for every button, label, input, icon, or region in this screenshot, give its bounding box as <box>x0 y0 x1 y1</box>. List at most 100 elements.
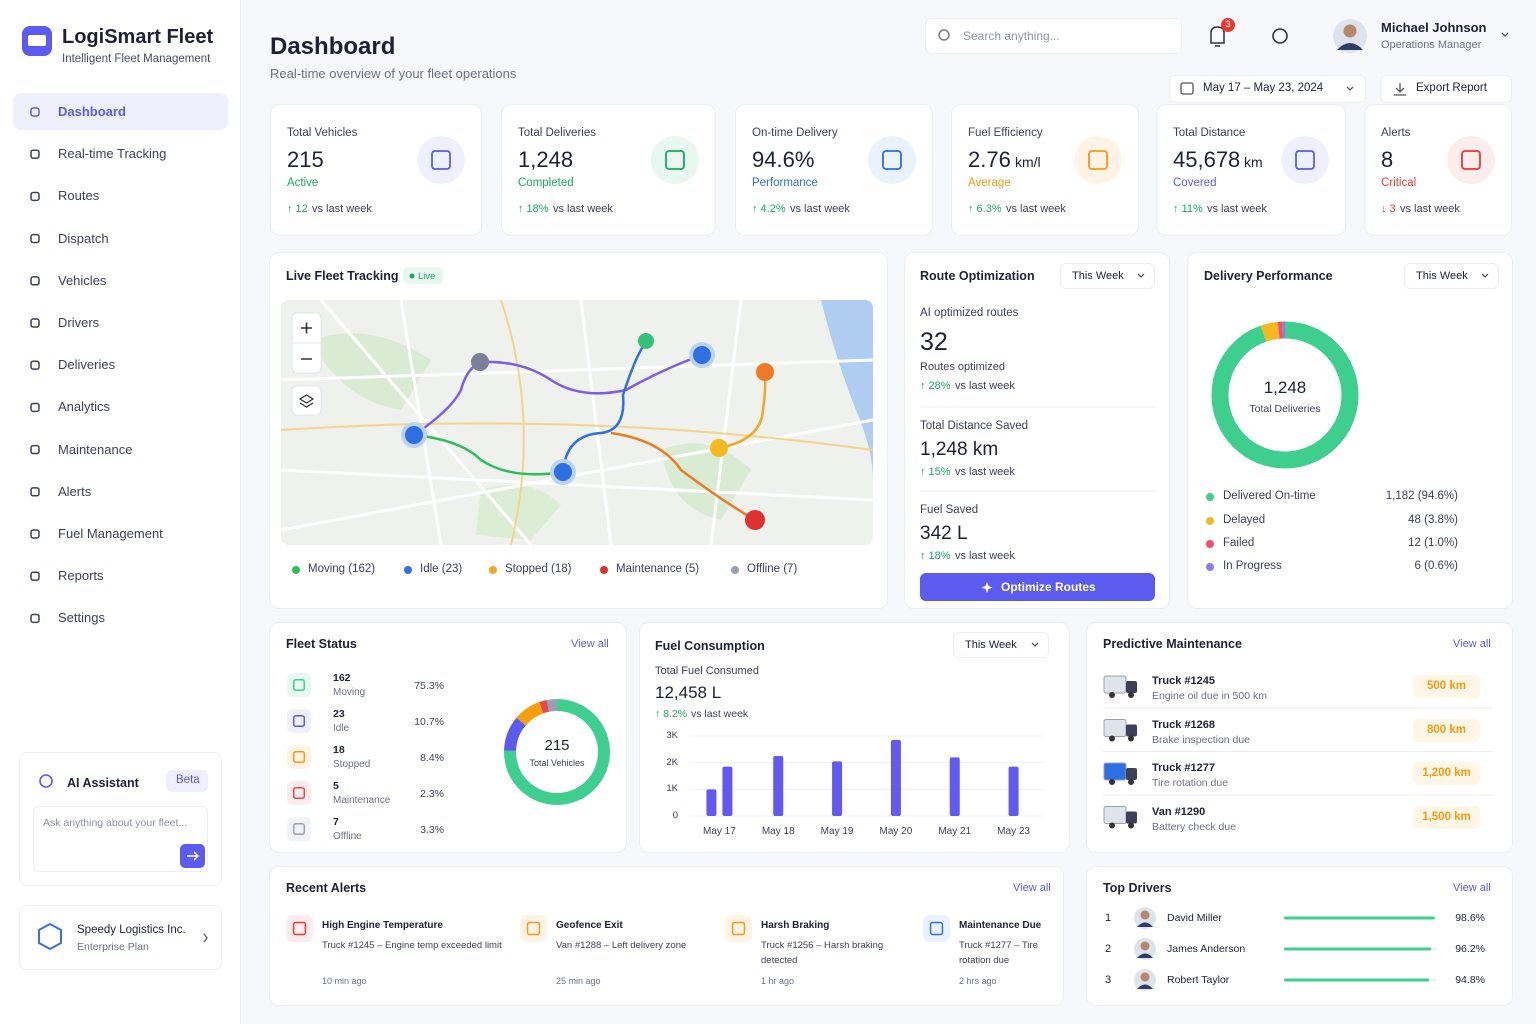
maintenance-name: Van #1290 <box>1152 805 1206 818</box>
org-card[interactable] <box>19 905 222 970</box>
status-share: 75.3% <box>414 680 444 692</box>
icon <box>30 191 40 202</box>
zoom-controls[interactable] <box>291 312 322 416</box>
nav-item[interactable]: Fuel Management <box>58 526 163 541</box>
bar <box>949 757 960 816</box>
wheel <box>1109 822 1115 829</box>
assistant-input[interactable] <box>33 806 208 872</box>
bar <box>722 766 733 816</box>
filter[interactable] <box>953 632 1049 658</box>
stat-label: Total Distance Saved <box>920 420 1029 432</box>
view-all[interactable]: View all <box>571 638 609 650</box>
progress-bar <box>1284 947 1432 951</box>
alert-detail: Truck #1256 – Harsh braking detected <box>761 940 884 966</box>
nav-item[interactable]: Real-time Tracking <box>58 146 167 162</box>
nav-item[interactable]: Dashboard <box>58 104 126 119</box>
status-name: Maintenance <box>333 795 391 806</box>
kpi-status: Critical <box>1381 177 1417 189</box>
fleet-title: Fleet Status <box>286 637 357 651</box>
kpi-icon-bg <box>1447 136 1495 184</box>
nav-item[interactable]: Reports <box>58 568 104 584</box>
y-tick-label: 2K <box>666 756 678 768</box>
y-tick-label: 0 <box>672 810 678 821</box>
user-name: Michael Johnson <box>1381 20 1487 35</box>
assistant-placeholder: Ask anything about your fleet... <box>43 817 188 829</box>
icon <box>30 318 40 328</box>
view-all[interactable]: View all <box>1453 638 1491 650</box>
icon <box>30 487 40 497</box>
truck-cab <box>1126 811 1137 824</box>
nav-item[interactable]: Analytics <box>58 399 111 415</box>
kpi-label: Alerts <box>1381 127 1411 139</box>
alert-title: High Engine Temperature <box>322 920 443 931</box>
progress-bar <box>1284 978 1430 982</box>
wheel <box>1128 822 1134 829</box>
legend-name: Delivered On-time <box>1223 490 1316 502</box>
driver-head <box>1140 941 1150 951</box>
kpi-label: Total Distance <box>1173 127 1246 139</box>
route-card <box>904 252 1170 609</box>
legend-value: 12 (1.0%) <box>1408 537 1458 549</box>
view-all[interactable]: View all <box>1013 882 1051 894</box>
due-text: 500 km <box>1426 680 1466 692</box>
stat-change: ↑ 15% <box>920 466 951 478</box>
alert-detail: Truck #1245 – Engine temp exceeded limit <box>322 940 502 951</box>
driver-body <box>1137 984 1153 989</box>
send-arrow <box>187 851 200 861</box>
nav-item[interactable]: Alerts <box>58 483 92 499</box>
chevron <box>203 933 208 943</box>
nav-item[interactable]: Vehicles <box>58 272 107 288</box>
wheel <box>1128 692 1134 698</box>
calendar-icon <box>1180 82 1194 95</box>
nav-item[interactable]: Maintenance <box>58 441 133 457</box>
date-range: May 17 – May 23, 2024 <box>1203 82 1324 94</box>
driver-score: 94.8% <box>1455 974 1485 986</box>
nav-item[interactable]: Dispatch <box>58 230 109 246</box>
icon <box>292 786 306 800</box>
kpi-icon-bg <box>1074 136 1122 184</box>
optimize-button[interactable] <box>920 573 1155 601</box>
status-count: 23 <box>333 708 345 720</box>
alert-time: 10 min ago <box>322 976 367 986</box>
icon-bg <box>725 915 752 942</box>
due-pill <box>1413 805 1480 829</box>
org-plan: Enterprise Plan <box>77 941 149 953</box>
fuel-change: ↑ 8.2% <box>655 708 688 720</box>
stat-label: Fuel Saved <box>920 504 979 516</box>
wheel <box>1109 779 1115 785</box>
map-markers <box>401 333 774 530</box>
live-text: Live <box>418 271 436 282</box>
legend-label: Offline (7) <box>747 563 798 575</box>
progress-bar <box>1284 916 1435 920</box>
avatar-head <box>1343 24 1357 38</box>
fuel-title: Fuel Consumption <box>655 639 765 653</box>
export-button[interactable] <box>1380 75 1512 103</box>
route-value: 32 <box>920 328 948 356</box>
driver-head <box>1140 972 1150 982</box>
nav-item[interactable]: Settings <box>58 610 105 626</box>
view-all[interactable]: View all <box>1453 882 1491 894</box>
icon <box>292 678 306 692</box>
driver-rank: 3 <box>1105 974 1112 986</box>
nav-item[interactable]: Routes <box>58 188 100 204</box>
kpi-note: vs last week <box>312 203 372 215</box>
kpi-value: 8 <box>1381 147 1394 172</box>
nav-item[interactable]: Deliveries <box>58 357 116 373</box>
user-role: Operations Manager <box>1381 39 1482 51</box>
nav-item[interactable]: Drivers <box>58 315 100 330</box>
wheel <box>1109 692 1115 698</box>
driver-body <box>1137 953 1153 958</box>
alert-title: Harsh Braking <box>761 920 830 931</box>
stat-change: ↑ 28% <box>920 380 951 392</box>
search-box[interactable] <box>925 18 1182 54</box>
kpi-icon-bg <box>868 136 916 184</box>
kpi-change: ↑ 6.3% <box>968 203 1002 215</box>
assistant-icon <box>39 774 53 788</box>
brand: LogiSmart Fleet <box>62 26 214 48</box>
search-placeholder: Search anything... <box>963 29 1060 43</box>
donut-total-label: Total Vehicles <box>529 758 585 768</box>
date-picker[interactable] <box>1169 75 1366 103</box>
fuel-total-label: Total Fuel Consumed <box>655 665 759 677</box>
legend-dot <box>600 566 608 574</box>
